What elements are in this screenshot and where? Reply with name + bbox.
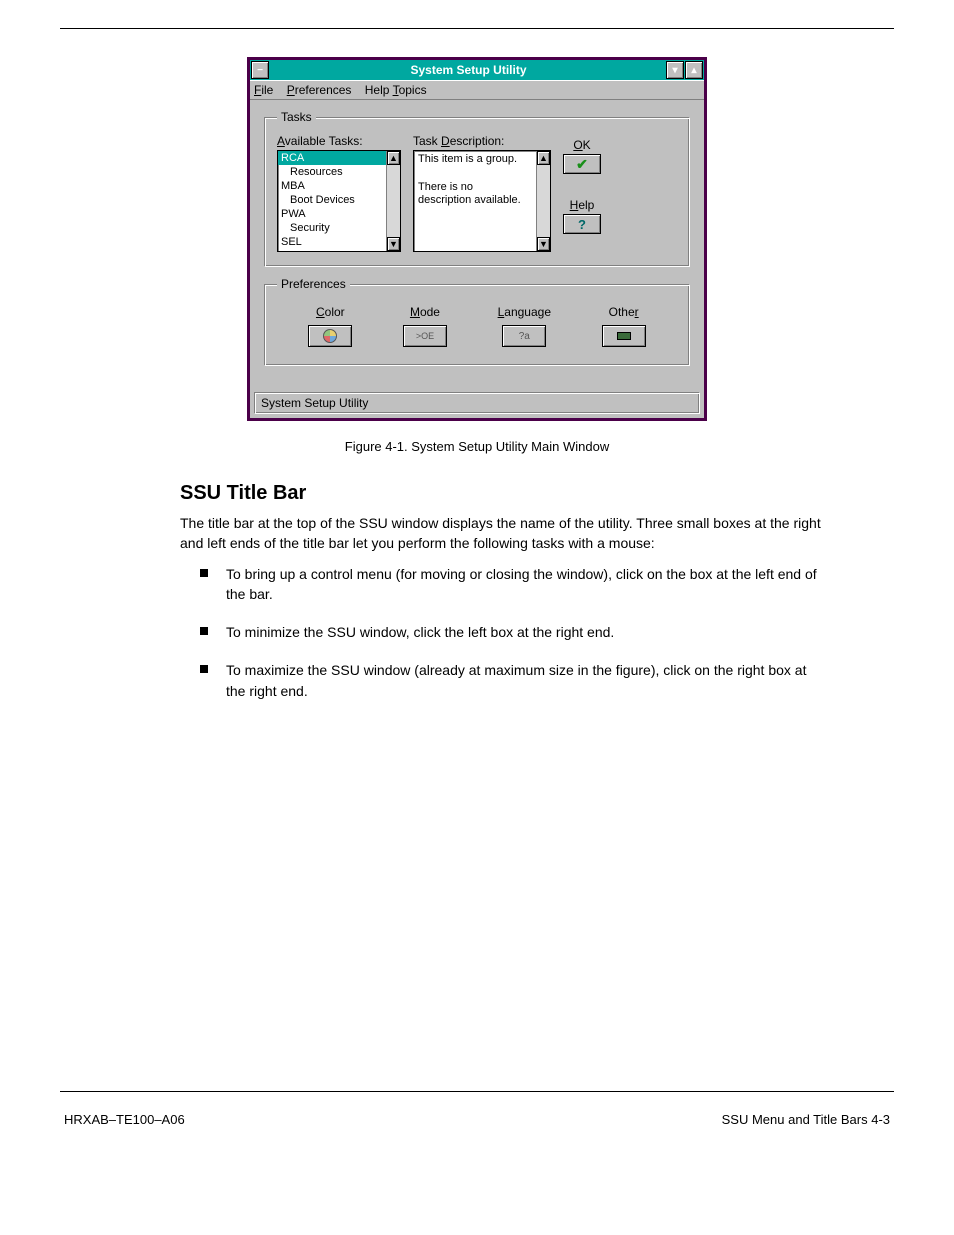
other-button[interactable]: [602, 325, 646, 347]
footer-right: SSU Menu and Title Bars 4-3: [722, 1112, 890, 1127]
help-button[interactable]: ?: [563, 214, 601, 234]
help-button-group: Help ?: [563, 198, 601, 234]
task-description-text: This item is a group. There is no descri…: [414, 151, 536, 251]
ok-label: OK: [563, 138, 601, 152]
palette-icon: [323, 329, 337, 343]
ok-button-group: OK ✔: [563, 138, 601, 174]
list-item[interactable]: PWA: [278, 207, 386, 221]
list-item[interactable]: SEL: [278, 235, 386, 249]
scroll-down-arrow[interactable]: ▼: [537, 237, 550, 251]
menu-file[interactable]: File: [254, 83, 273, 97]
scroll-up-arrow[interactable]: ▲: [537, 151, 550, 165]
ok-button[interactable]: ✔: [563, 154, 601, 174]
figure-caption: Figure 4-1. System Setup Utility Main Wi…: [60, 439, 894, 454]
tasks-scrollbar[interactable]: ▲ ▼: [386, 151, 400, 251]
language-label: Language: [498, 305, 551, 319]
menu-help-topics[interactable]: Help Topics: [365, 83, 427, 97]
color-button[interactable]: [308, 325, 352, 347]
tasks-group: Tasks Available Tasks: RCAResourcesMBABo…: [264, 110, 690, 267]
task-description-box: This item is a group. There is no descri…: [413, 150, 551, 252]
scroll-down-arrow[interactable]: ▼: [387, 237, 400, 251]
color-label: Color: [316, 305, 345, 319]
available-tasks-listbox[interactable]: RCAResourcesMBABoot DevicesPWASecuritySE…: [277, 150, 401, 252]
available-tasks-label: Available Tasks:: [277, 134, 401, 148]
help-label: Help: [563, 198, 601, 212]
footer-left: HRXAB–TE100–A06: [64, 1112, 185, 1127]
other-label: Other: [609, 305, 639, 319]
scroll-track[interactable]: [537, 165, 550, 237]
window-title: System Setup Utility: [271, 63, 666, 77]
ssu-window: − System Setup Utility ▾ ▴ File Preferen…: [247, 57, 707, 421]
list-item[interactable]: Resources: [278, 165, 386, 179]
section-heading: SSU Title Bar: [180, 482, 894, 505]
list-item[interactable]: Boot Devices: [278, 193, 386, 207]
section-paragraph: The title bar at the top of the SSU wind…: [180, 513, 824, 554]
status-bar: System Setup Utility: [254, 392, 700, 414]
scroll-track[interactable]: [387, 165, 400, 237]
client-area: Tasks Available Tasks: RCAResourcesMBABo…: [250, 100, 704, 386]
bullet-item: To maximize the SSU window (already at m…: [200, 660, 824, 701]
system-menu-box[interactable]: −: [251, 61, 269, 79]
bullet-item: To minimize the SSU window, click the le…: [200, 622, 824, 642]
title-bar: − System Setup Utility ▾ ▴: [250, 60, 704, 80]
maximize-button[interactable]: ▴: [685, 61, 703, 79]
menu-bar: File Preferences Help Topics: [250, 80, 704, 100]
mode-label: Mode: [410, 305, 440, 319]
list-item[interactable]: MBA: [278, 179, 386, 193]
check-icon: ✔: [576, 156, 588, 173]
language-icon: ?a: [519, 331, 530, 342]
bullet-item: To bring up a control menu (for moving o…: [200, 564, 824, 605]
minimize-button[interactable]: ▾: [666, 61, 684, 79]
question-icon: ?: [578, 217, 586, 232]
task-description-label: Task Description:: [413, 134, 551, 148]
scroll-up-arrow[interactable]: ▲: [387, 151, 400, 165]
menu-preferences[interactable]: Preferences: [287, 83, 352, 97]
preferences-group: Preferences Color Mode >OE Language: [264, 277, 690, 366]
bullet-list: To bring up a control menu (for moving o…: [200, 564, 824, 701]
desc-scrollbar[interactable]: ▲ ▼: [536, 151, 550, 251]
mode-button[interactable]: >OE: [403, 325, 447, 347]
list-item[interactable]: Security: [278, 221, 386, 235]
language-button[interactable]: ?a: [502, 325, 546, 347]
mode-icon: >OE: [416, 331, 434, 341]
list-item[interactable]: RCA: [278, 151, 386, 165]
other-icon: [617, 332, 631, 340]
preferences-legend: Preferences: [277, 277, 350, 291]
tasks-legend: Tasks: [277, 110, 316, 124]
